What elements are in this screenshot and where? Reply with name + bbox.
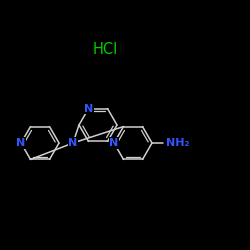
Text: N: N: [84, 104, 93, 114]
Text: N: N: [110, 138, 119, 148]
Text: N: N: [16, 138, 26, 148]
Text: N: N: [68, 138, 78, 148]
Text: NH₂: NH₂: [166, 138, 190, 148]
Text: HCl: HCl: [92, 42, 118, 58]
